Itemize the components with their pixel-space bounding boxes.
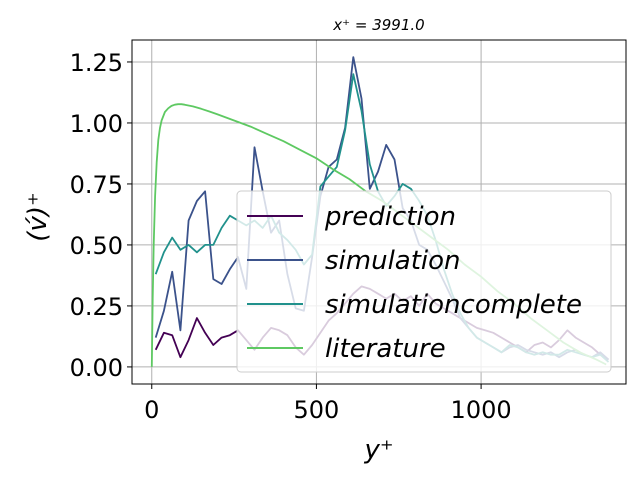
y-tick-label: 0.50 — [70, 232, 123, 260]
plot-frame — [131, 39, 627, 385]
legend-box — [236, 190, 612, 373]
y-tick-label: 0.75 — [70, 171, 123, 199]
legend-label-literature: literature — [325, 334, 446, 364]
chart-title: x⁺ = 3991.0 — [332, 16, 424, 34]
x-tick-label: 0 — [144, 396, 159, 424]
y-tick-label: 0.00 — [70, 354, 123, 382]
y-tick-label: 1.25 — [70, 49, 123, 77]
x-tick-label: 500 — [294, 396, 340, 424]
y-axis-ticks: 0.00 0.25 0.50 0.75 1.00 1.25 — [70, 49, 132, 382]
y-tick-label: 0.25 — [70, 293, 123, 321]
x-axis-ticks: 0 500 1000 — [144, 384, 512, 424]
x-axis-label: y⁺ — [363, 435, 393, 465]
x-tick-label: 1000 — [451, 396, 512, 424]
legend-label-simulationcomplete: simulationcomplete — [325, 290, 582, 320]
legend-label-prediction: prediction — [324, 202, 456, 232]
y-axis-label: (v́)⁺ — [23, 192, 53, 241]
legend: prediction simulation simulationcomplete li… — [236, 190, 612, 373]
legend-label-simulation: simulation — [325, 246, 461, 276]
y-tick-label: 1.00 — [70, 110, 123, 138]
